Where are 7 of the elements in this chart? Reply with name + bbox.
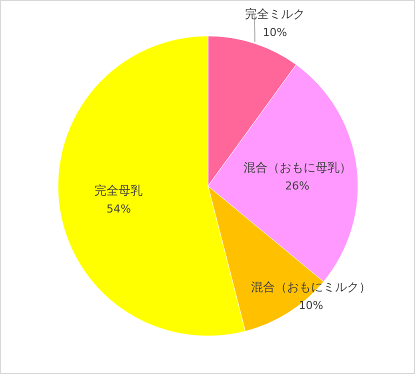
slice-label: 完全ミルク xyxy=(244,7,305,22)
data-label: 10% xyxy=(262,26,288,40)
slice-label: 完全母乳 xyxy=(94,183,143,198)
data-label: 54% xyxy=(106,202,131,216)
data-label: 26% xyxy=(285,180,310,193)
slice-label: 混合（おもに母乳） xyxy=(243,160,352,175)
data-label: 10% xyxy=(298,299,324,312)
